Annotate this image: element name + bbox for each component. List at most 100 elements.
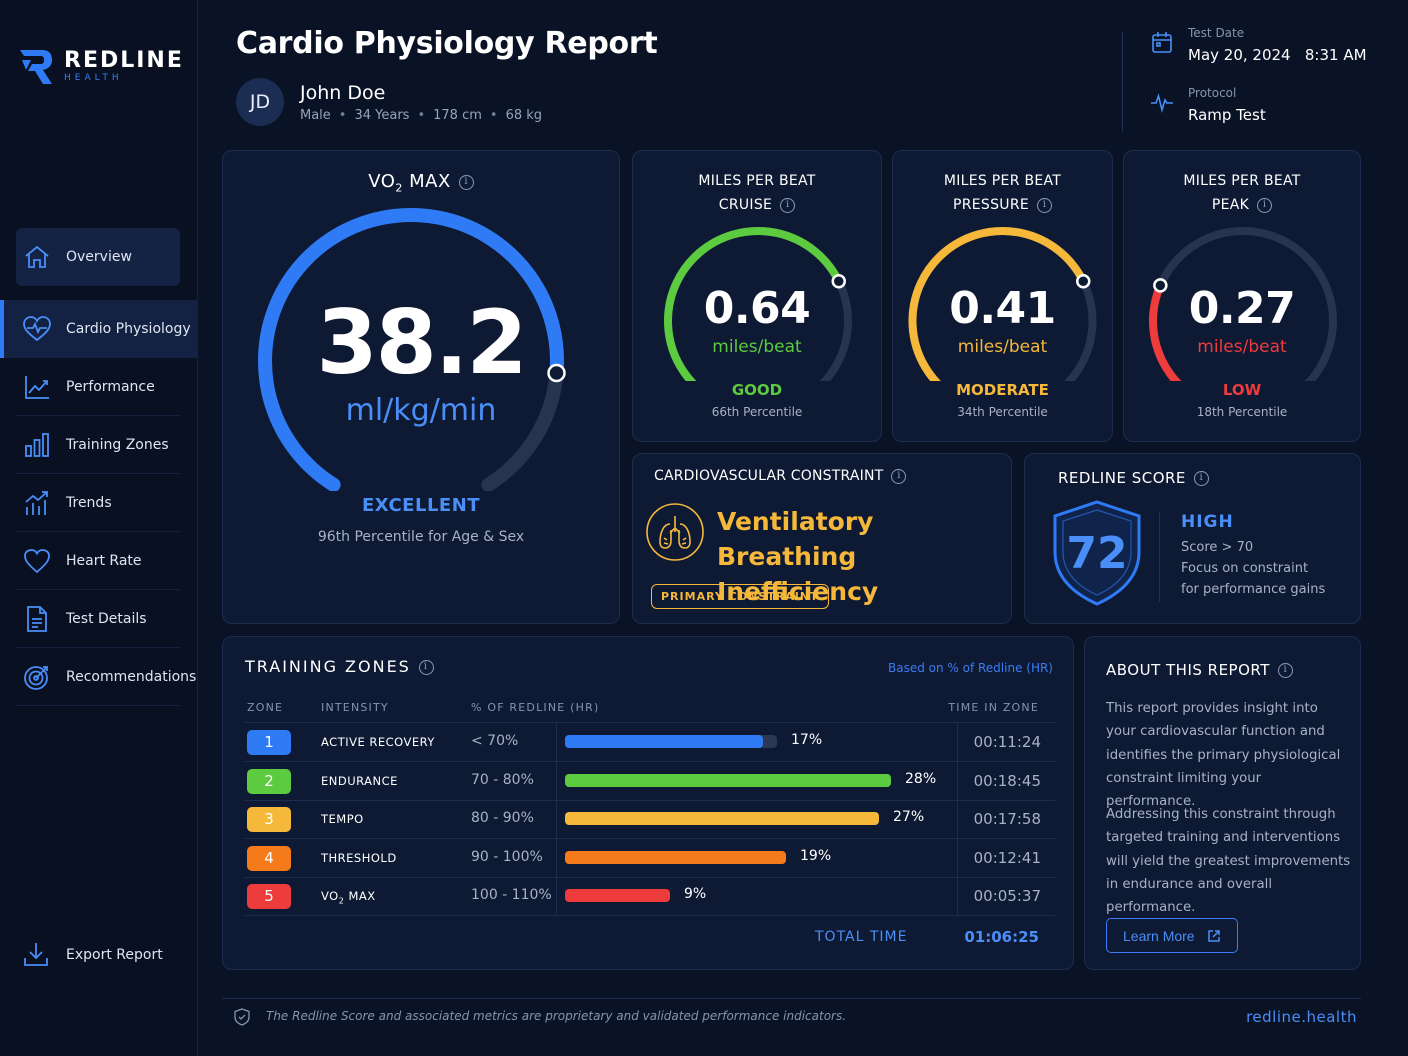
zone-time: 00:12:41 [973,848,1041,867]
learn-more-button[interactable]: Learn More [1106,918,1238,953]
mpb-cruise-card: MILES PER BEAT CRUISE i 0.64 miles/beat GO… [632,150,882,442]
footer-divider [222,998,1361,999]
page-title: Cardio Physiology Report [236,26,658,61]
sidebar-item-test-details[interactable]: Test Details [16,590,180,648]
zone-bar [565,773,891,787]
target-icon [22,662,52,692]
zone-time: 00:18:45 [973,771,1041,790]
info-icon[interactable]: i [1193,471,1209,486]
zone-range: 70 - 80% [471,771,534,788]
score-line-2: Focus on constraint [1181,561,1309,576]
sidebar-item-label: Recommendations [66,668,197,685]
gauge-knob [1153,278,1168,293]
mpb-rating: LOW [1222,381,1262,399]
zone-range: 100 - 110% [471,887,552,904]
lungs-icon [646,503,704,561]
score-line-1: Score > 70 [1181,540,1254,555]
info-icon[interactable]: i [1257,197,1273,213]
zone-intensity: VO2 MAX [321,889,376,906]
heart-icon [22,546,52,576]
patient-age: 34 Years [354,108,410,123]
gauge-fill [258,208,564,491]
gauge-knob [547,363,566,383]
header-divider [245,722,1055,723]
zones-based-on-link[interactable]: Based on % of Redline (HR) [887,661,1053,675]
mpb-unit: miles/beat [1197,337,1287,357]
gauge-knob [831,274,847,289]
zone-badge: 4 [247,845,291,871]
sidebar-item-overview[interactable]: Overview [16,228,180,286]
zone-time: 00:11:24 [973,733,1041,751]
zone-badge: 3 [247,807,291,833]
info-icon[interactable]: i [780,197,796,213]
sidebar-item-label: Trends [66,494,112,511]
shield-check-icon [234,1008,250,1026]
sidebar-item-label: Performance [66,378,155,395]
patient-height: 178 cm [433,108,482,123]
protocol-value: Ramp Test [1188,106,1266,124]
sidebar: REDLINE HEALTH Overview Cardio Physiolog… [0,0,198,1056]
footer-link[interactable]: redline.health [1246,1008,1357,1026]
zone-bar [565,812,879,826]
pulse-icon [1151,93,1173,114]
heart-pulse-icon [22,314,52,344]
gauge-fill [664,227,843,381]
primary-constraint-badge: PRIMARY CONSTRAINT [651,584,829,609]
zone-time: 00:17:58 [973,810,1041,829]
mpb-pressure-card: MILES PER BEAT PRESSURE i 0.41 miles/beat … [892,150,1113,442]
sidebar-item-recommendations[interactable]: Recommendations [16,648,196,706]
mpb-percentile: 34th Percentile [957,405,1048,419]
gauge-knob [1076,274,1091,289]
patient-name: John Doe [300,82,386,104]
mpb-title: MILES PER BEAT PEAK i [1183,173,1301,213]
zone-intensity: ENDURANCE [321,773,398,788]
mpb-value: 0.41 [949,283,1056,334]
info-icon[interactable]: i [458,174,474,190]
protocol-label: Protocol [1188,86,1237,100]
row-divider [245,876,1055,878]
zone-pct: 19% [800,847,832,864]
sidebar-item-performance[interactable]: Performance [16,358,180,416]
export-label: Export Report [66,947,163,963]
test-date-value: May 20, 2024 8:31 AM [1188,46,1367,64]
export-report-button[interactable]: Export Report [16,930,163,980]
vo2-value: 38.2 [316,291,527,394]
brand-name: REDLINE [64,48,184,73]
zone-row: 3 TEMPO 80 - 90% 27% 00:17:58 [223,800,1075,838]
zone-pct: 27% [893,809,925,826]
score-level: HIGH [1181,512,1234,532]
score-divider [1159,512,1160,602]
score-title: REDLINE SCORE i [1058,469,1209,487]
redline-logo-icon [20,50,52,84]
score-value: 72 [1066,528,1127,579]
mpb-percentile: 66th Percentile [711,405,803,419]
logo[interactable]: REDLINE HEALTH [18,46,184,86]
mpb-rating: MODERATE [956,381,1049,399]
sidebar-item-label: Overview [66,249,132,265]
col-pct: % OF REDLINE (HR) [471,701,600,714]
zone-badge: 1 [247,730,291,755]
constraint-title: CARDIOVASCULAR CONSTRAINT i [654,468,907,484]
zone-intensity: TEMPO [321,812,364,827]
sidebar-item-label: Test Details [66,610,147,627]
sidebar-item-trends[interactable]: Trends [16,474,180,532]
sidebar-item-heart-rate[interactable]: Heart Rate [16,532,180,590]
test-date: Test Date May 20, 2024 8:31 AM [1150,26,1367,64]
sidebar-item-cardio-physiology[interactable]: Cardio Physiology [0,300,198,358]
zone-intensity: THRESHOLD [321,850,397,865]
info-icon[interactable]: i [418,660,434,675]
vo2-max-card: VO2 MAX i 38.2 ml/kg/min EXCELLENT 96th P… [222,150,620,624]
redline-score-card: REDLINE SCORE i 72 HIGH Score > 70 Focus … [1024,453,1361,624]
sidebar-item-training-zones[interactable]: Training Zones [16,416,180,474]
info-icon[interactable]: i [1277,663,1293,678]
info-icon[interactable]: i [891,468,907,484]
info-icon[interactable]: i [1037,197,1052,213]
sidebar-item-label: Cardio Physiology [66,321,191,337]
patient-meta: Male • 34 Years • 178 cm • 68 kg [300,108,543,123]
document-icon [22,604,52,634]
total-time-label: TOTAL TIME [815,929,908,945]
mpb-cruise-gauge [664,227,852,381]
gauge-fill [908,227,1088,381]
zone-bar [565,735,763,748]
vo2-unit: ml/kg/min [345,393,497,428]
